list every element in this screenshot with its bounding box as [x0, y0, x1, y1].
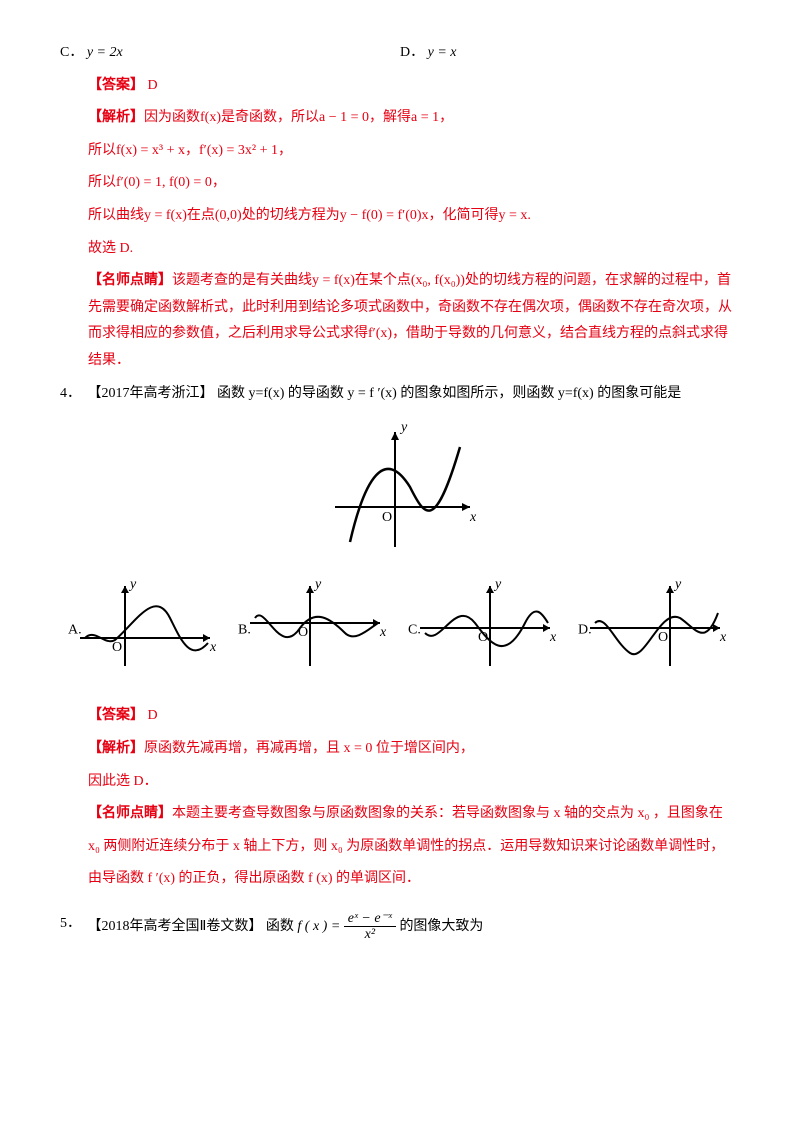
expl-2-l0: 原函数先减再增，再减再增，且 x = 0 位于增区间内， — [144, 741, 474, 756]
option-d: D． y = x — [400, 40, 740, 67]
svg-text:y: y — [493, 578, 502, 592]
svg-text:O: O — [298, 625, 308, 640]
svg-text:x: x — [209, 640, 217, 655]
question-5: 5． 【2018年高考全国Ⅱ卷文数】 函数 f ( x ) = eˣ − e⁻ˣ… — [60, 911, 740, 943]
choice-c-svg: x y O — [410, 578, 560, 673]
svg-text:y: y — [128, 578, 137, 592]
tip-1: 【名师点睛】该题考查的是有关曲线y = f(x)在某个点(x₀, f(x₀))处… — [60, 268, 740, 374]
expl-1-line-a: 【解析】因为函数f(x)是奇函数，所以a − 1 = 0，解得a = 1， — [60, 105, 740, 132]
expl-2-tag: 【解析】 — [88, 741, 144, 756]
expl-1-l4: 故选 D. — [60, 236, 740, 263]
tip-2-a: 【名师点睛】本题主要考查导数图象与原函数图象的关系：若导函数图象与 x 轴的交点… — [60, 801, 740, 828]
answer-2-val: D — [148, 708, 158, 723]
answer-2-tag: 【答案】 — [88, 708, 144, 723]
expl-1-l1: 所以f(x) = x³ + x，f′(x) = 3x² + 1， — [60, 138, 740, 165]
q5-frac-num: eˣ − e⁻ˣ — [344, 911, 396, 927]
option-c: C． y = 2x — [60, 40, 400, 67]
choice-graphs-row: A. x y O B. x y O C. x y O — [60, 578, 740, 684]
expl-1-tag: 【解析】 — [88, 110, 144, 125]
tip-2-body-a: 本题主要考查导数图象与原函数图象的关系：若导函数图象与 x 轴的交点为 x₀ ，… — [172, 806, 723, 821]
svg-text:y: y — [313, 578, 322, 592]
svg-text:x: x — [549, 630, 557, 645]
q4-source: 【2017年高考浙江】 — [88, 386, 214, 401]
q5-number: 5． — [60, 911, 84, 938]
question-4: 4． 【2017年高考浙江】 函数 y=f(x) 的导函数 y = f ′(x)… — [60, 381, 740, 408]
choice-a-svg: x y O — [70, 578, 220, 673]
q5-body-b: 的图像大致为 — [399, 919, 483, 934]
derivative-graph: x y O — [60, 417, 740, 568]
axis-y-label: y — [399, 420, 408, 435]
q5-body-a: 函数 — [266, 919, 298, 934]
svg-text:O: O — [478, 630, 488, 645]
svg-text:O: O — [112, 640, 122, 655]
q4-number: 4． — [60, 381, 84, 408]
choice-b: B. x y O — [230, 578, 400, 684]
q5-fx: f ( x ) = — [297, 919, 340, 934]
expl-1-l3: 所以曲线y = f(x)在点(0,0)处的切线方程为y − f(0) = f′(… — [60, 203, 740, 230]
axis-origin-label: O — [382, 510, 392, 525]
svg-text:O: O — [658, 630, 668, 645]
option-row: C． y = 2x D． y = x — [60, 40, 740, 67]
option-c-label: C． — [60, 45, 83, 60]
choice-b-label: B. — [238, 617, 251, 644]
answer-1-tag: 【答案】 — [88, 78, 144, 93]
tip-2-b: x₀ 两侧附近连续分布于 x 轴上下方，则 x₀ 为原函数单调性的拐点．运用导数… — [60, 834, 740, 861]
choice-b-svg: x y O — [240, 578, 390, 673]
svg-text:x: x — [719, 630, 727, 645]
choice-d: D. x y O — [570, 578, 740, 684]
answer-2: 【答案】 D — [60, 703, 740, 730]
q5-source: 【2018年高考全国Ⅱ卷文数】 — [88, 919, 263, 934]
q5-fraction: eˣ − e⁻ˣ x² — [344, 911, 396, 943]
expl-2-line-a: 【解析】原函数先减再增，再减再增，且 x = 0 位于增区间内， — [60, 736, 740, 763]
svg-text:y: y — [673, 578, 682, 592]
axis-x-label: x — [469, 510, 477, 525]
expl-2-l1: 因此选 D． — [60, 769, 740, 796]
option-d-label: D． — [400, 45, 424, 60]
choice-c: C. x y O — [400, 578, 570, 684]
answer-1: 【答案】 D — [60, 73, 740, 100]
svg-text:x: x — [379, 625, 387, 640]
tip-1-body: 该题考查的是有关曲线y = f(x)在某个点(x₀, f(x₀))处的切线方程的… — [88, 273, 732, 368]
choice-d-svg: x y O — [580, 578, 730, 673]
q5-frac-den: x² — [344, 927, 396, 942]
answer-1-val: D — [148, 78, 158, 93]
expl-1-l2: 所以f′(0) = 1, f(0) = 0， — [60, 170, 740, 197]
tip-2-c: 由导函数 f ′(x) 的正负，得出原函数 f (x) 的单调区间． — [60, 866, 740, 893]
choice-a-label: A. — [68, 617, 82, 644]
tip-1-tag: 【名师点睛】 — [88, 273, 172, 288]
q4-body: 函数 y=f(x) 的导函数 y = f ′(x) 的图象如图所示，则函数 y=… — [217, 386, 681, 401]
tip-2-tag: 【名师点睛】 — [88, 806, 172, 821]
choice-c-label: C. — [408, 617, 421, 644]
option-c-eq: y = 2x — [87, 45, 123, 60]
expl-1-l0: 因为函数f(x)是奇函数，所以a − 1 = 0，解得a = 1， — [144, 110, 453, 125]
choice-d-label: D. — [578, 617, 592, 644]
derivative-graph-svg: x y O — [315, 417, 485, 557]
choice-a: A. x y O — [60, 578, 230, 684]
option-d-eq: y = x — [428, 45, 457, 60]
